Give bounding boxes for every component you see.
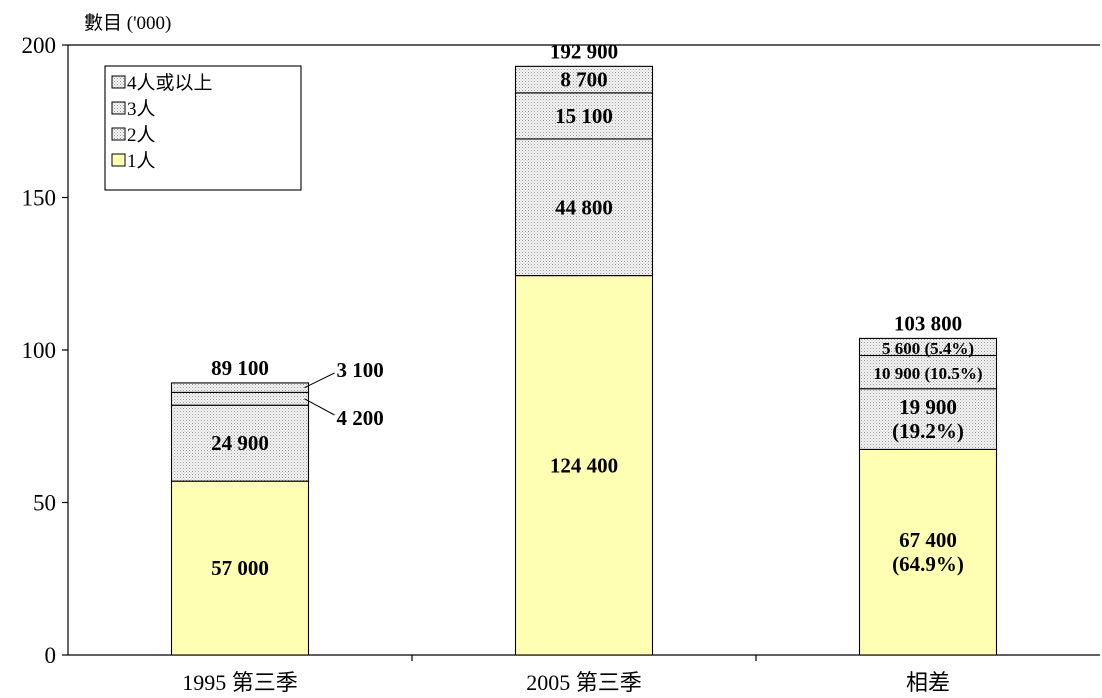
bar-segment [858,354,998,390]
total-label: 192 900 [550,39,618,63]
legend-label: 2人 [127,124,156,146]
data-labels: 57 000 24 900 4 200 3 100 89 100 124 400 44 80… [211,39,982,580]
y-tick-label: 150 [22,186,57,211]
leader-line [304,398,335,416]
bars [170,65,998,656]
x-tick-label: 1995 第三季 [182,670,298,695]
legend: 4人或以上 3人 2人 1人 [104,65,302,191]
total-label: 89 100 [211,356,269,380]
segment-label: 124 400 [550,453,618,477]
legend-swatch [111,153,126,167]
axes: 0 50 100 150 200 數目 ('000) 1995 第三季 2005 第三季 相差 [22,12,1100,695]
legend-label: 3人 [127,98,156,120]
bar-segment [170,480,310,656]
segment-label: (64.9%) [892,552,964,576]
bar-segment [858,448,998,656]
segment-label: 10 900 (10.5%) [873,364,982,383]
legend-swatch [111,127,126,141]
segment-label: 19 900 [899,395,957,419]
bar-segment [170,391,310,406]
y-tick-label: 0 [45,643,57,668]
segment-label: 3 100 [337,358,384,382]
segment-label: 24 900 [211,431,269,455]
bar-segment [170,404,310,482]
legend-box [104,65,302,191]
bar-segment [514,275,654,656]
y-tick-label: 100 [22,338,57,363]
y-tick-label: 50 [33,491,56,516]
legend-swatch [111,75,126,89]
segment-label: 57 000 [211,556,269,580]
leader-line [304,372,335,389]
legend-label: 1人 [127,150,156,172]
total-label: 103 800 [894,311,962,335]
legend-label: 4人或以上 [127,72,213,94]
segment-label: 15 100 [555,104,613,128]
segment-label: 4 200 [337,406,384,430]
x-tick-label: 相差 [906,670,950,695]
bar-segment [514,138,654,277]
segment-label: 67 400 [899,528,957,552]
segment-label: 5 600 (5.4%) [882,339,974,358]
y-tick-label: 200 [22,33,57,58]
bar-segment [858,337,998,357]
bar-segment [858,388,998,450]
bar-segment [170,382,310,393]
bar-segment [514,65,654,94]
y-axis-label: 數目 ('000) [84,12,171,34]
segment-label: 44 800 [555,195,613,219]
segment-label: 8 700 [560,68,607,92]
bar-segment [514,92,654,140]
x-tick-label: 2005 第三季 [526,670,642,695]
segment-label: (19.2%) [892,419,964,443]
legend-swatch [111,101,126,115]
